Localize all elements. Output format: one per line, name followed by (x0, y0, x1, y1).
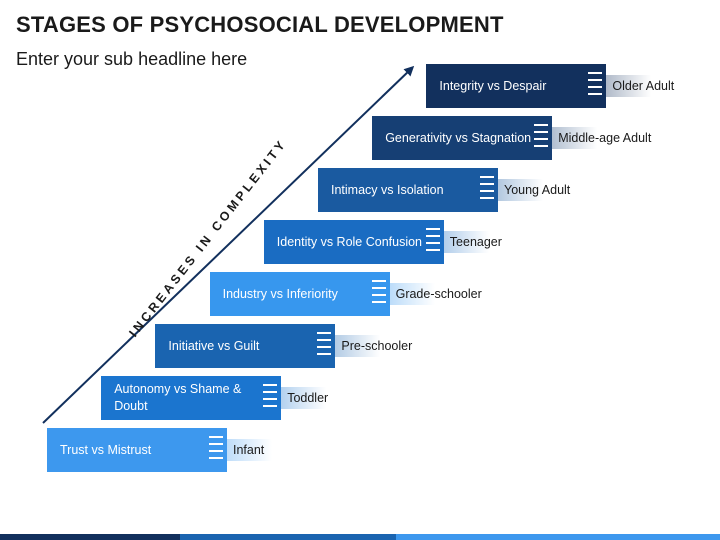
stage-tick-marks (534, 124, 549, 152)
stage-label: Integrity vs Despair (439, 78, 547, 93)
stage-fade (281, 387, 327, 409)
stage-label: Industry vs Inferiority (222, 286, 338, 301)
stage-tick-marks (209, 436, 223, 464)
stage-box: Generativity vs Stagnation (372, 116, 543, 160)
page-subtitle: Enter your sub headline here (16, 49, 248, 69)
stage-label: Identity vs Role Confusion (276, 234, 423, 249)
stage-label: Trust vs Mistrust (60, 442, 152, 457)
stage-tick-marks (371, 280, 386, 308)
footer-bar (0, 534, 720, 540)
age-label: Older Adult (612, 79, 675, 93)
stage-label: Intimacy vs Isolation (331, 182, 444, 197)
age-label: Infant (233, 443, 265, 457)
stage-fade (606, 75, 652, 97)
stage-box: Autonomy vs Shame & Doubt (101, 376, 272, 420)
stage-box: Initiative vs Guilt (155, 324, 326, 368)
stage-fade (443, 231, 489, 253)
stage-fade (552, 127, 598, 149)
stage-fade (227, 439, 272, 461)
stage-tick-marks (425, 228, 440, 256)
stage-tick-marks (317, 332, 332, 360)
page-title: STAGES OF PSYCHOSOCIAL DEVELOPMENT (16, 12, 504, 37)
stage-box: Integrity vs Despair (426, 64, 597, 108)
stage-tick-marks (480, 176, 494, 204)
age-label: Middle-age Adult (558, 131, 652, 145)
age-label: Grade-schooler (395, 287, 482, 301)
stage-tick-marks (588, 72, 603, 100)
stage-box: Industry vs Inferiority (209, 272, 380, 316)
age-label: Toddler (287, 391, 329, 405)
stage-fade (335, 335, 381, 357)
stage-tick-marks (263, 384, 278, 412)
stage-box: Trust vs Mistrust (47, 428, 217, 472)
stage-fade (389, 283, 435, 305)
stage-label: Autonomy vs Shame & Doubt (114, 382, 242, 413)
stage-label: Generativity vs Stagnation (385, 130, 532, 145)
age-label: Pre-schooler (341, 339, 413, 353)
age-label: Young Adult (504, 183, 571, 197)
stage-box: Intimacy vs Isolation (318, 168, 488, 212)
stage-fade (498, 179, 543, 201)
stage-box: Identity vs Role Confusion (263, 220, 434, 264)
age-label: Teenager (449, 235, 502, 249)
stage-label: Initiative vs Guilt (168, 338, 260, 353)
